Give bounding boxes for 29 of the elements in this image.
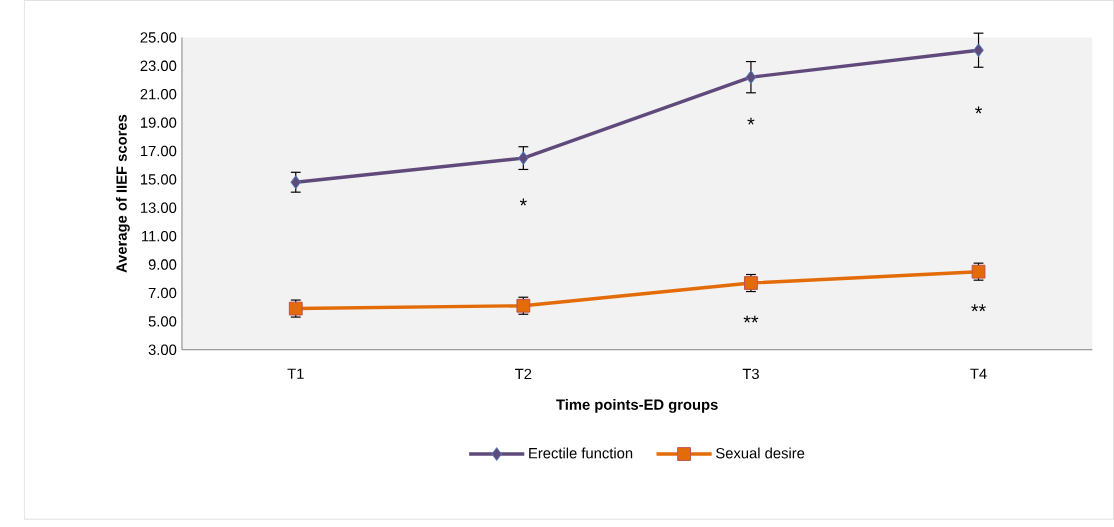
y-tick-label: 15.00: [140, 174, 177, 185]
point: [973, 43, 984, 58]
annotation: **: [743, 315, 759, 323]
y-tick-label: 21.00: [140, 88, 177, 100]
y-tick-label: 19.00: [140, 117, 177, 128]
annotation: *: [519, 198, 527, 206]
y-tick-label: 9.00: [148, 259, 177, 270]
annotation: *: [747, 117, 755, 125]
y-axis-title: Average of IIEF scores: [115, 114, 130, 273]
y-tick-label: 17.00: [140, 145, 177, 157]
y-tick-label: 7.00: [148, 287, 177, 299]
x-tick-label: T2: [515, 368, 532, 379]
y-tick-label: 23.00: [140, 60, 177, 71]
x-tick-label: T1: [287, 368, 304, 379]
point: [518, 151, 529, 165]
x-tick-label: T4: [970, 368, 987, 379]
annotation: *: [975, 106, 983, 114]
point: [745, 70, 757, 85]
y-tick-label: 11.00: [142, 230, 177, 242]
legend-label: Sexual desire: [716, 447, 805, 459]
y-tick-label: 13.00: [140, 202, 177, 213]
x-axis-title: Time points-ED groups: [556, 398, 718, 413]
annotation: **: [971, 304, 986, 312]
point: [290, 175, 302, 190]
legend-label: Erectile function: [529, 447, 633, 459]
y-tick-label: 25.00: [140, 32, 177, 43]
y-tick-label: 3.00: [148, 344, 177, 355]
x-tick-label: T3: [742, 368, 759, 380]
y-tick-label: 5.00: [148, 316, 177, 327]
